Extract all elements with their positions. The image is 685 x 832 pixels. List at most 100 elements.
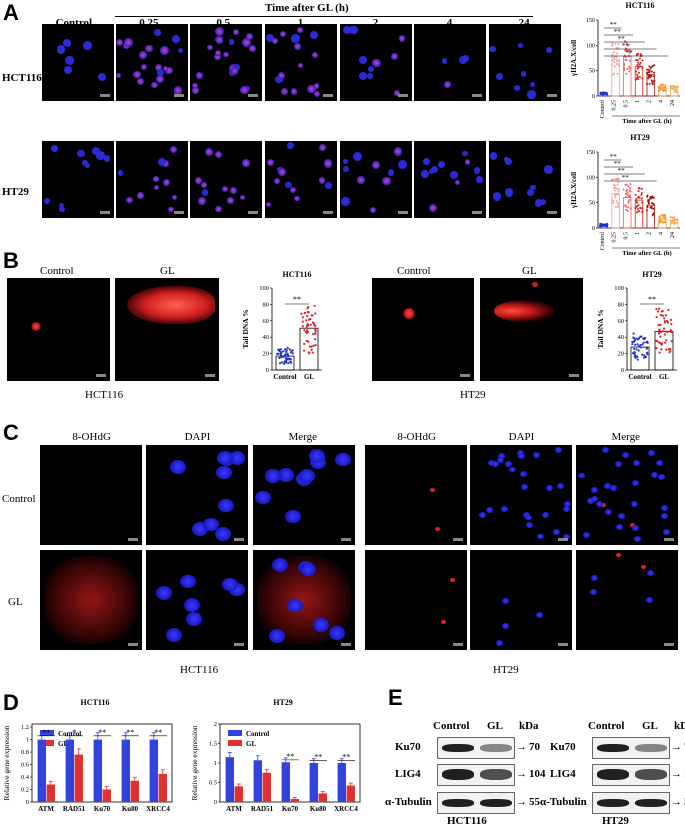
x-tick-Ku70: Ku70 bbox=[282, 805, 299, 813]
sig-mark: * bbox=[72, 728, 76, 737]
sig-mark: ** bbox=[622, 42, 630, 50]
row-label-ht29: HT29 bbox=[2, 186, 29, 198]
ihc-col-label-5: Merge bbox=[611, 431, 641, 443]
y-tick: 0.8 bbox=[21, 749, 29, 756]
y-axis-label: γH2A.X/cell bbox=[570, 40, 578, 77]
y-axis-label: Tail DNA % bbox=[596, 309, 605, 348]
panel-a-label: A bbox=[3, 0, 19, 25]
y-tick: 80 bbox=[618, 301, 625, 308]
y-tick: 0 bbox=[266, 367, 269, 374]
col-label-6: 24 bbox=[518, 17, 530, 29]
y-axis-label: Relative gene expression bbox=[2, 725, 11, 800]
hct-size-2: 55 bbox=[529, 796, 540, 808]
x-tick: 2 bbox=[647, 232, 653, 235]
panel-e-label: E bbox=[388, 685, 403, 710]
comet-caption-ht29: HT29 bbox=[460, 389, 486, 401]
ht-protein-0: Ku70 bbox=[550, 741, 576, 753]
ht-arrow-2: → bbox=[671, 796, 682, 808]
hct-kda: kDa bbox=[519, 720, 539, 732]
bar-1 bbox=[634, 199, 644, 229]
chart-title: HCT116 bbox=[81, 698, 110, 707]
bar-XRCC4-GL bbox=[158, 773, 167, 802]
ihc-image-r0-c5 bbox=[576, 445, 678, 545]
if-image-r0-c6 bbox=[489, 24, 561, 101]
panel-d-label: D bbox=[3, 690, 19, 715]
y-tick: 20 bbox=[263, 351, 270, 358]
y-tick: 0.2 bbox=[21, 787, 29, 794]
x-axis-label: Time after GL (h) bbox=[622, 118, 671, 125]
sig-mark: ** bbox=[314, 753, 322, 762]
hct-caption: HCT116 bbox=[447, 815, 487, 827]
y-tick: 0.5 bbox=[209, 780, 217, 787]
ihc-image-r0-c2 bbox=[253, 445, 355, 545]
y-axis-label: γH2A.X/cell bbox=[570, 172, 578, 209]
x-tick: 24 bbox=[670, 100, 676, 106]
ihc-caption-hct116: HCT116 bbox=[180, 664, 219, 676]
y-tick: 0 bbox=[621, 367, 624, 374]
bar-ATM-GL bbox=[46, 784, 55, 802]
hct-size-1: 104 bbox=[529, 768, 546, 780]
x-tick: Control bbox=[600, 232, 606, 251]
ihc-image-r1-c1 bbox=[146, 550, 248, 650]
x-tick-XRCC4: XRCC4 bbox=[334, 805, 358, 813]
chart-tail-dna-ht29: HT29 0 20 40 60 80 100 Tail DNA % Control GL ** bbox=[596, 270, 677, 381]
if-image-r0-c0 bbox=[42, 24, 114, 101]
bar-XRCC4-GL bbox=[346, 785, 355, 802]
comet-label-gl-ht29: GL bbox=[522, 265, 537, 277]
ihc-col-label-0: 8-OHdG bbox=[72, 431, 111, 443]
sig-mark: ** bbox=[286, 752, 294, 761]
bar-ATM-Control bbox=[225, 757, 234, 802]
row-label-hct116: HCT116 bbox=[2, 72, 42, 84]
x-tick-Ku80: Ku80 bbox=[122, 805, 139, 813]
bar-0.25 bbox=[611, 193, 620, 229]
bar-Ku80-GL bbox=[318, 793, 327, 802]
bar-XRCC4-Control bbox=[337, 763, 346, 802]
time-after-gl-header: Time after GL (h) bbox=[265, 2, 349, 14]
y-axis-label: Relative gene expression bbox=[190, 725, 199, 800]
sig-mark: ** bbox=[126, 728, 134, 737]
x-tick-RAD51: RAD51 bbox=[251, 805, 274, 813]
ihc-image-r1-c0 bbox=[40, 550, 142, 650]
hct-arrow-1: → bbox=[516, 768, 527, 780]
sig-mark: ** bbox=[648, 295, 656, 304]
if-image-r0-c1 bbox=[116, 24, 188, 101]
legend-GL: GL bbox=[58, 740, 68, 748]
bar-RAD51-GL bbox=[74, 754, 83, 802]
hct-protein-1: LIG4 bbox=[395, 768, 421, 780]
comet-caption-hct116: HCT116 bbox=[85, 389, 124, 401]
sig-mark: ** bbox=[610, 153, 618, 161]
y-tick: 0.6 bbox=[21, 762, 30, 769]
y-tick: 100 bbox=[259, 285, 269, 292]
bar-Ku70-Control bbox=[281, 762, 290, 802]
y-tick: 80 bbox=[263, 301, 270, 308]
x-tick: 4 bbox=[658, 232, 664, 235]
sig-mark: ** bbox=[618, 35, 626, 43]
header-line bbox=[115, 16, 533, 17]
y-tick: 1 bbox=[26, 737, 29, 744]
ihc-image-r1-c4 bbox=[470, 550, 572, 650]
sig-mark: ** bbox=[154, 728, 162, 737]
col-label-4: 2 bbox=[372, 17, 379, 29]
x-tick-RAD51: RAD51 bbox=[63, 805, 86, 813]
bar-RAD51-Control bbox=[253, 760, 262, 802]
if-image-r0-c5 bbox=[414, 24, 486, 101]
x-tick: GL bbox=[659, 373, 669, 381]
sig-mark: ** bbox=[98, 728, 106, 737]
bar-0.25 bbox=[611, 59, 620, 97]
ht-blot-2 bbox=[592, 792, 670, 814]
ht-protein-1: LIG4 bbox=[550, 768, 576, 780]
ht-arrow-0: → bbox=[671, 741, 682, 753]
ihc-row-label-control: Control bbox=[2, 493, 36, 505]
chart-tail-dna-hct116: HCT116 0 20 40 60 80 100 Tail DNA % Control GL ** bbox=[241, 270, 322, 381]
chart-title: HT29 bbox=[273, 698, 293, 707]
comet-label-gl-hct116: GL bbox=[160, 265, 175, 277]
ht-blot-0 bbox=[592, 737, 670, 759]
y-tick: 150 bbox=[586, 150, 595, 156]
bar-ATM-GL bbox=[234, 786, 243, 802]
ihc-image-r0-c4 bbox=[470, 445, 572, 545]
bar-Ku80-GL bbox=[130, 780, 139, 802]
panel-b-label: B bbox=[3, 248, 19, 273]
hct-lane-gl: GL bbox=[487, 720, 503, 732]
legend-Control: Control bbox=[246, 730, 269, 738]
x-tick: Control bbox=[600, 100, 606, 119]
